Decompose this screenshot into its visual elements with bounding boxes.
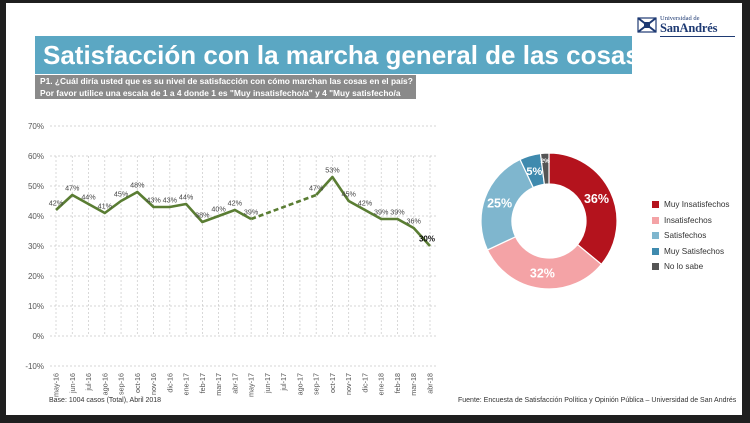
data-label: 36% [407, 217, 422, 226]
data-label: 39% [390, 208, 405, 217]
x-tick-label: nov-16 [149, 373, 158, 395]
series-line-2 [315, 175, 431, 247]
x-tick-label: abr-17 [230, 373, 239, 394]
x-tick-label: jul-17 [279, 373, 288, 392]
x-tick-label: ago-16 [100, 373, 109, 395]
x-tick-label: ene-18 [377, 373, 386, 395]
legend-item: Muy Satisfechos [652, 244, 730, 260]
x-tick-label: sep-16 [117, 373, 126, 395]
seal-icon [637, 17, 657, 33]
x-tick-label: ago-17 [295, 373, 304, 395]
page-title: Satisfacción con la marcha general de la… [43, 40, 640, 70]
x-tick-label: mar-17 [214, 373, 223, 396]
data-label: 47% [65, 184, 80, 193]
question-line-2: Por favor utilice una escala de 1 a 4 do… [40, 88, 401, 98]
donut-chart: 36% 32% 25% 5%2% [480, 152, 618, 290]
pie-slice-label: 32% [530, 267, 555, 281]
legend-label: Insatisfechos [664, 215, 712, 225]
title-bar: Satisfacción con la marcha general de la… [35, 36, 640, 74]
legend-swatch [652, 263, 659, 271]
x-tick-label: sep-17 [312, 373, 321, 395]
data-label: 44% [179, 193, 194, 202]
y-tick-label: 40% [28, 212, 44, 221]
data-label: 42% [228, 199, 243, 208]
y-tick-label: 10% [28, 302, 44, 311]
legend-swatch [652, 201, 659, 209]
legend-label: Satisfechos [664, 231, 707, 241]
pie-legend: Muy Insatisfechos Insatisfechos Satisfecho… [652, 197, 730, 275]
x-tick-label: may-16 [52, 373, 61, 397]
x-tick-label: dic-16 [165, 373, 174, 393]
data-label: 45% [342, 190, 357, 199]
data-label: 40% [211, 205, 226, 214]
legend-item: No lo sabe [652, 259, 730, 275]
series-line-dashed [250, 193, 317, 221]
x-tick-label: oct-16 [133, 373, 142, 393]
legend-label: No lo sabe [664, 262, 704, 272]
data-label: 42% [358, 199, 373, 208]
x-tick-label: jul-16 [84, 373, 93, 392]
pie-slice-label: 25% [487, 197, 512, 211]
legend-item: Muy Insatisfechos [652, 197, 730, 213]
pie-slice-label: 36% [584, 192, 609, 206]
series-line-1 [55, 190, 252, 224]
legend-item: Satisfechos [652, 228, 730, 244]
legend-swatch [652, 247, 659, 255]
y-tick-label: 70% [28, 122, 44, 131]
legend-swatch [652, 232, 659, 240]
footer-base: Base: 1004 casos (Total), Abril 2018 [49, 397, 162, 404]
data-label: 38% [195, 211, 210, 220]
x-tick-label: feb-17 [198, 373, 207, 393]
data-label: 43% [163, 196, 178, 205]
x-tick-label: may-17 [247, 373, 256, 397]
data-label: 43% [146, 196, 161, 205]
footer-source: Fuente: Encuesta de Satisfacción Polític… [458, 397, 737, 404]
data-label: 42% [49, 199, 64, 208]
y-tick-label: 20% [28, 272, 44, 281]
data-label: 41% [98, 202, 113, 211]
pie-slice-label: 2% [541, 158, 551, 165]
pie-slice [486, 235, 603, 290]
question-box: P1. ¿Cuál diría usted que es su nivel de… [35, 75, 416, 99]
data-label: 30% [419, 235, 435, 244]
x-tick-label: feb-18 [393, 373, 402, 393]
legend-swatch [652, 216, 659, 224]
y-tick-label: 30% [28, 242, 44, 251]
logo-name: SanAndrés [660, 21, 718, 35]
x-tick-label: nov-17 [344, 373, 353, 395]
data-label: 39% [374, 208, 389, 217]
data-label: 48% [130, 181, 145, 190]
slide: Satisfacción con la marcha general de la… [6, 3, 742, 415]
data-label: 39% [244, 208, 259, 217]
y-tick-label: 50% [28, 182, 44, 191]
y-tick-label: 60% [28, 152, 44, 161]
logo-underline [660, 36, 735, 37]
x-tick-label: mar-18 [409, 373, 418, 396]
university-logo: Universidad de SanAndrés [637, 13, 737, 39]
legend-label: Muy Satisfechos [664, 246, 725, 256]
y-tick-label: -10% [25, 362, 44, 371]
x-tick-label: ene-17 [182, 373, 191, 395]
x-tick-label: oct-17 [328, 373, 337, 393]
pie-slice-label: 5% [526, 166, 542, 178]
data-label: 45% [114, 190, 129, 199]
pie-slice [548, 152, 618, 266]
x-tick-label: dic-17 [360, 373, 369, 393]
x-tick-label: abr-18 [426, 373, 435, 394]
pie-slice [539, 152, 550, 185]
legend-label: Muy Insatisfechos [664, 200, 730, 210]
data-label: 53% [325, 166, 340, 175]
logo-small-text: Universidad de [660, 15, 700, 22]
x-tick-label: jun-17 [263, 373, 272, 394]
question-line-1: P1. ¿Cuál diría usted que es su nivel de… [40, 76, 413, 86]
data-label: 44% [81, 193, 96, 202]
x-tick-label: jun-16 [68, 373, 77, 394]
y-tick-label: 0% [32, 332, 44, 341]
legend-item: Insatisfechos [652, 213, 730, 229]
line-chart: -10% 0% 10% 20% 30% 40% 50% 60% 70% may-16 jun-16 j… [25, 122, 438, 397]
data-label: 47% [309, 184, 324, 193]
